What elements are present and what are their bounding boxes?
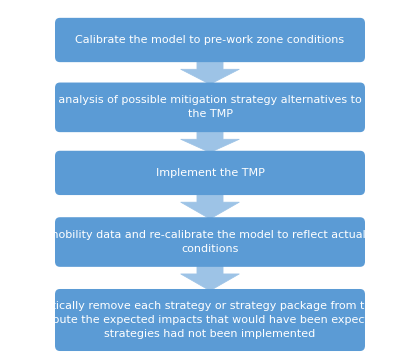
Text: Collect mobility data and re-calibrate the model to reflect actual mobility
cond: Collect mobility data and re-calibrate t… bbox=[6, 230, 414, 254]
FancyBboxPatch shape bbox=[55, 82, 365, 132]
Text: Calibrate the model to pre-work zone conditions: Calibrate the model to pre-work zone con… bbox=[76, 35, 344, 45]
Polygon shape bbox=[181, 130, 239, 153]
FancyBboxPatch shape bbox=[55, 289, 365, 351]
Text: Perform analysis of possible mitigation strategy alternatives to develop
the TMP: Perform analysis of possible mitigation … bbox=[10, 95, 410, 119]
FancyBboxPatch shape bbox=[55, 217, 365, 267]
Polygon shape bbox=[181, 60, 239, 84]
Polygon shape bbox=[181, 265, 239, 291]
FancyBboxPatch shape bbox=[55, 151, 365, 195]
Text: Implement the TMP: Implement the TMP bbox=[155, 168, 265, 178]
Polygon shape bbox=[181, 193, 239, 219]
FancyBboxPatch shape bbox=[55, 18, 365, 62]
Text: Systematically remove each strategy or strategy package from the model
and compu: Systematically remove each strategy or s… bbox=[3, 301, 417, 339]
